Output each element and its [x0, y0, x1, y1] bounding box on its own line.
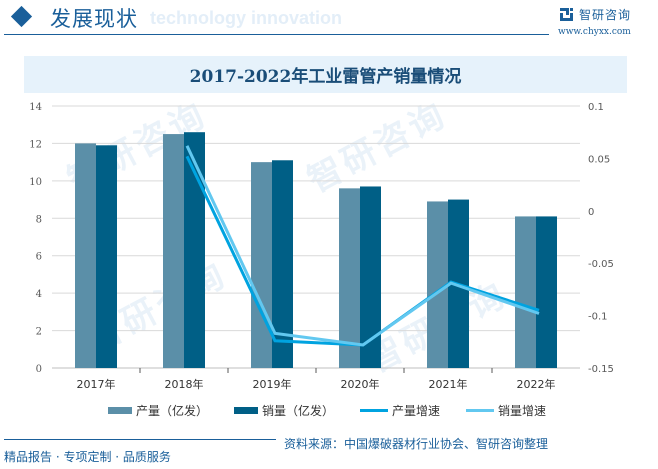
legend-label: 产量增速: [392, 404, 441, 418]
bar: [163, 134, 184, 368]
x-axis-tick: 2017年: [77, 377, 116, 391]
x-axis-tick: 2021年: [429, 377, 468, 391]
right-axis-tick: -0.15: [588, 364, 614, 375]
left-axis-tick: 8: [36, 214, 42, 225]
x-axis-tick: 2018年: [165, 377, 204, 391]
right-axis-tick: 0: [588, 207, 594, 218]
left-axis-tick: 10: [29, 177, 42, 188]
growth-line: [185, 145, 540, 347]
bar-series: [75, 132, 557, 368]
section-title: 发展现状: [50, 7, 138, 31]
left-axis-tick: 2: [36, 327, 42, 338]
bar: [272, 160, 293, 368]
right-axis-tick: -0.05: [588, 259, 614, 270]
right-axis-tick: 0.1: [588, 102, 604, 113]
x-axis-tick: 2020年: [341, 377, 380, 391]
bar: [339, 188, 360, 368]
chart-title: 2017-2022年工业雷管产销量情况: [189, 67, 462, 87]
bar: [251, 162, 272, 368]
right-axis-tick: 0.05: [588, 154, 610, 165]
legend-swatch: [108, 407, 132, 414]
legend-item-sales-growth: 销量增速: [466, 402, 546, 419]
legend-item-production-growth: 产量增速: [360, 402, 440, 419]
left-axis-tick: 14: [29, 102, 42, 113]
chart-plot: 0 2 4 6 8 10 12 14 -0.15 -0.1 -0.05 0 0.05 0.1 2017年 20…: [29, 102, 614, 391]
brand-name: 智研咨询: [579, 8, 632, 22]
legend-label: 产量（亿发）: [136, 404, 209, 418]
footer-tagline: 精品报告 · 专项定制 · 品质服务: [4, 450, 171, 464]
bar: [184, 132, 205, 368]
legend-swatch: [360, 409, 389, 412]
legend-swatch: [234, 407, 259, 414]
legend-item-sales: 销量（亿发）: [234, 402, 334, 419]
header-divider: [4, 34, 549, 35]
brand: 智研咨询: [560, 6, 631, 23]
bar: [360, 186, 381, 368]
bar: [515, 216, 536, 368]
axes: 0 2 4 6 8 10 12 14 -0.15 -0.1 -0.05 0 0.05 0.1 2017年 20…: [29, 102, 614, 391]
brand-logo-icon: [560, 8, 573, 21]
legend-swatch: [466, 409, 495, 412]
bar: [75, 143, 96, 368]
legend-item-production: 产量（亿发）: [108, 402, 208, 419]
x-axis-tick: 2019年: [253, 377, 292, 391]
bar: [427, 201, 448, 368]
left-axis-tick: 0: [36, 364, 42, 375]
legend-label: 销量增速: [498, 404, 547, 418]
left-axis-tick: 6: [36, 252, 42, 263]
left-axis-tick: 4: [36, 289, 42, 300]
bar: [536, 216, 557, 368]
bar: [96, 145, 117, 368]
brand-url: www.chyxx.com: [558, 27, 631, 37]
left-axis-tick: 12: [29, 139, 42, 150]
source-note: 资料来源：中国爆破器材行业协会、智研咨询整理: [284, 437, 549, 451]
footer-divider: [4, 439, 276, 440]
line-series: [185, 145, 540, 347]
right-axis-tick: -0.1: [588, 312, 608, 323]
legend-label: 销量（亿发）: [262, 404, 335, 418]
header-ghost-text: technology innovation: [150, 8, 342, 28]
gridlines: [52, 105, 580, 369]
chart-title-bar: 2017-2022年工业雷管产销量情况: [24, 56, 627, 93]
x-axis-tick: 2022年: [517, 377, 556, 391]
page-header: technology innovation 发展现状: [0, 0, 658, 40]
chart-legend: 产量（亿发） 销量（亿发） 产量增速 销量增速: [108, 402, 572, 419]
